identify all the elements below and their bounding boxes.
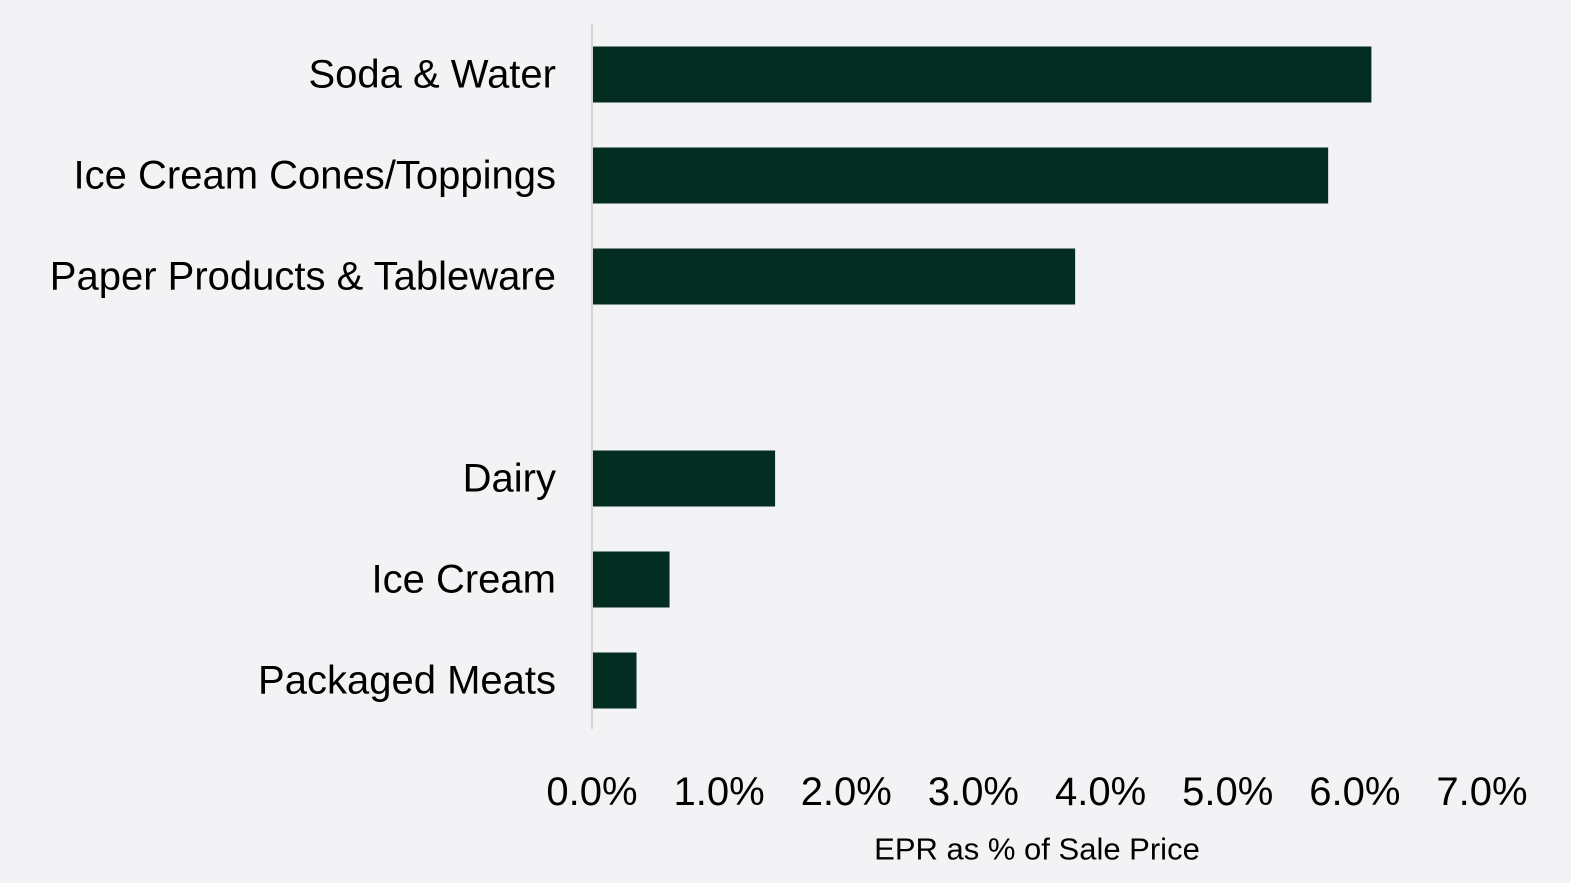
x-tick-label: 2.0% [801, 770, 892, 814]
category-label: Ice Cream Cones/Toppings [74, 154, 556, 198]
bar-ice-cream-cones-toppings [592, 147, 1329, 204]
category-label: Paper Products & Tableware [50, 255, 556, 299]
x-axis-title: EPR as % of Sale Price [874, 832, 1200, 867]
category-label: Soda & Water [308, 53, 556, 97]
x-tick-labels: 0.0% 1.0% 2.0% 3.0% 4.0% 5.0% 6.0% 7.0% [546, 770, 1527, 814]
category-label: Packaged Meats [258, 659, 556, 703]
category-label: Dairy [463, 457, 556, 501]
bars-group [592, 46, 1372, 709]
x-tick-label: 3.0% [928, 770, 1019, 814]
x-tick-label: 4.0% [1055, 770, 1146, 814]
x-tick-label: 0.0% [546, 770, 637, 814]
bar-soda-water [592, 46, 1372, 103]
x-tick-label: 6.0% [1309, 770, 1400, 814]
x-tick-label: 1.0% [674, 770, 765, 814]
bar-packaged-meats [592, 652, 637, 709]
bar-dairy [592, 450, 776, 507]
category-label: Ice Cream [372, 558, 557, 602]
bar-ice-cream [592, 551, 670, 608]
x-tick-label: 5.0% [1182, 770, 1273, 814]
category-labels: Soda & Water Ice Cream Cones/Toppings Pape… [50, 53, 556, 703]
bar-paper-products-tableware [592, 248, 1076, 305]
x-tick-label: 7.0% [1436, 770, 1527, 814]
